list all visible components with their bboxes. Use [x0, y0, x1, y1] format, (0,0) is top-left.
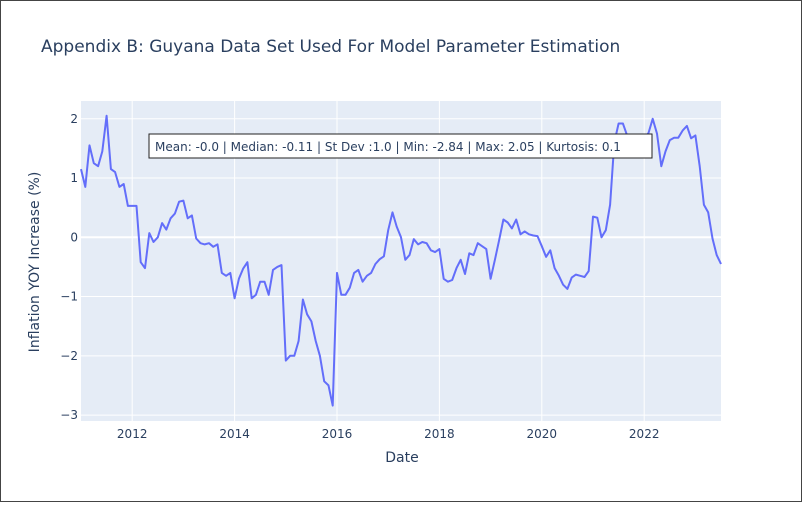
x-tick-labels: 2012 2014 2016 2018 2020 2022 [117, 427, 660, 441]
y-tick-label: 2 [70, 112, 78, 126]
x-tick-label: 2020 [527, 427, 558, 441]
chart-title: Appendix B: Guyana Data Set Used For Mod… [41, 37, 620, 57]
y-tick-label: 1 [70, 171, 78, 185]
y-tick-label: −1 [60, 290, 78, 304]
y-tick-labels: −3 −2 −1 0 1 2 [60, 112, 78, 422]
annotation-text: Mean: -0.0 | Median: -0.11 | St Dev :1.0… [155, 140, 621, 154]
y-tick-label: −2 [60, 349, 78, 363]
annotation-box [148, 133, 653, 159]
x-tick-label: 2016 [322, 427, 353, 441]
y-tick-label: 0 [70, 230, 78, 244]
x-tick-label: 2022 [629, 427, 660, 441]
stats-annotation: Mean: -0.0 | Median: -0.11 | St Dev :1.0… [148, 133, 653, 159]
y-axis-title: Inflation YOY Increase (%) [27, 172, 43, 353]
y-tick-label: −3 [60, 408, 78, 422]
x-tick-label: 2014 [219, 427, 250, 441]
x-tick-label: 2012 [117, 427, 148, 441]
x-tick-label: 2018 [424, 427, 455, 441]
x-axis-title: Date [385, 450, 418, 466]
